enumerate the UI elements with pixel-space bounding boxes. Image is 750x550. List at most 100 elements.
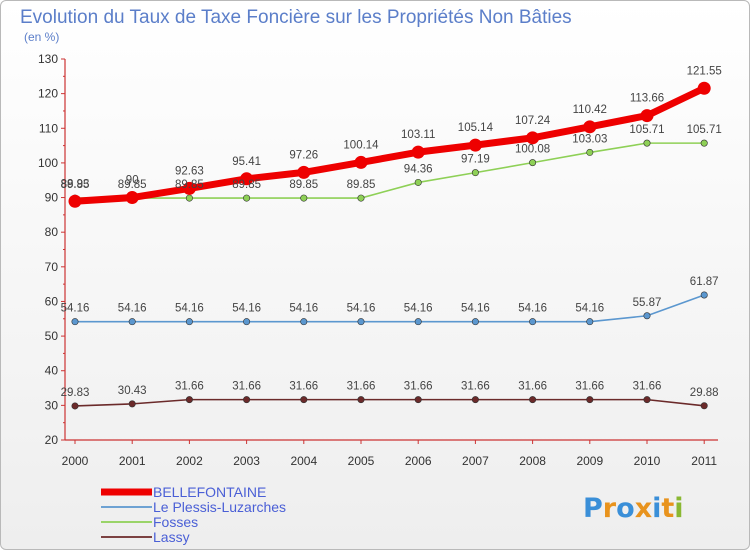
data-point: [300, 396, 308, 404]
y-tick-label: 120: [38, 87, 58, 101]
data-label: 100.08: [515, 144, 550, 156]
legend-label-fosses: Fosses: [153, 514, 198, 530]
series-line-lassy: [74, 398, 706, 407]
y-tick-label: 50: [45, 329, 59, 343]
data-point: [243, 318, 251, 326]
data-label: 54.16: [232, 303, 261, 315]
data-label: 113.66: [630, 93, 664, 105]
logo-text: Proxiti: [583, 493, 684, 524]
data-label: 31.66: [347, 381, 376, 393]
data-point: [185, 396, 193, 404]
data-point: [357, 396, 365, 404]
y-tick-label: 40: [45, 364, 59, 378]
data-point: [700, 402, 708, 410]
data-point: [643, 139, 651, 147]
data-point: [529, 318, 537, 326]
x-tick-label: 2006: [405, 454, 432, 468]
data-label: 89.85: [175, 179, 204, 191]
data-point: [471, 318, 479, 326]
data-labels: 88.93 90 92.63 95.41 97.26 100.14 103.11 105.14…: [61, 65, 722, 399]
data-point: [357, 318, 365, 326]
x-tick-label: 2011: [691, 454, 717, 468]
chart-ylabel: (en %): [24, 30, 59, 44]
data-label: 89.85: [232, 179, 261, 191]
data-label: 54.16: [175, 303, 204, 315]
data-point: [182, 181, 196, 195]
logo-letter: x: [635, 493, 652, 524]
data-label: 29.88: [690, 387, 719, 399]
data-label: 54.16: [575, 303, 604, 315]
logo-letter: r: [603, 493, 617, 524]
data-point: [529, 159, 537, 167]
y-tick-label: 100: [38, 156, 58, 170]
data-point: [71, 318, 79, 326]
data-label: 88.93: [61, 178, 90, 190]
data-point: [643, 312, 651, 320]
data-label: 54.16: [404, 303, 433, 315]
data-label: 61.87: [690, 276, 719, 288]
series-line-bellefontaine: [71, 84, 708, 205]
data-point: [697, 81, 711, 95]
data-point: [68, 194, 82, 208]
series-le-plessis-luzarches: [71, 291, 708, 326]
data-label: 31.66: [232, 381, 261, 393]
data-label: 31.66: [175, 381, 204, 393]
data-label: 31.66: [518, 381, 547, 393]
data-point: [643, 396, 651, 404]
legend-label-le-plessis-luzarches: Le Plessis-Luzarches: [153, 499, 286, 515]
data-label: 95.41: [232, 156, 261, 168]
data-point: [128, 318, 136, 326]
data-label: 97.26: [289, 149, 318, 161]
logo-letter: t: [661, 493, 674, 524]
data-label: 97.19: [461, 154, 490, 166]
data-label: 94.36: [404, 163, 433, 175]
x-tick-label: 2005: [348, 454, 375, 468]
legend-label-lassy: Lassy: [153, 529, 190, 545]
data-label: 110.42: [573, 104, 607, 116]
data-point: [700, 291, 708, 299]
y-tick-label: 130: [38, 52, 58, 66]
data-label: 54.16: [518, 303, 547, 315]
data-point: [297, 165, 311, 179]
data-label: 54.16: [118, 303, 147, 315]
x-tick-label: 2008: [519, 454, 546, 468]
x-tick-label: 2002: [176, 454, 203, 468]
data-label: 100.14: [343, 139, 379, 151]
data-point: [185, 318, 193, 326]
x-tick-label: 2001: [119, 454, 146, 468]
data-label: 54.16: [347, 303, 376, 315]
data-label: 31.66: [404, 381, 433, 393]
data-label: 105.71: [629, 124, 664, 136]
data-label: 54.16: [289, 303, 318, 315]
data-point: [243, 194, 251, 202]
data-label: 31.66: [289, 381, 318, 393]
data-point: [354, 155, 368, 169]
axes: 20 30 40 50 60 70 80 90 100 110 120 130 2000 2001 2002…: [38, 52, 718, 468]
data-point: [414, 178, 422, 186]
data-label: 89.85: [289, 179, 318, 191]
x-tick-label: 2000: [62, 454, 89, 468]
series-layer: [68, 81, 711, 410]
data-point: [300, 194, 308, 202]
logo-letter: o: [616, 493, 635, 524]
y-tick-label: 70: [45, 260, 59, 274]
data-point: [700, 139, 708, 147]
data-point: [185, 194, 193, 202]
y-tick-label: 90: [45, 191, 59, 205]
series-line-le-plessis-luzarches: [74, 294, 706, 323]
y-tick-label: 80: [45, 225, 59, 239]
chart-title: Evolution du Taux de Taxe Foncière sur l…: [20, 7, 572, 28]
y-tick-label: 110: [39, 121, 58, 135]
logo-letter: i: [674, 493, 683, 524]
data-label: 31.66: [575, 381, 604, 393]
data-point: [71, 402, 79, 410]
data-point: [586, 148, 594, 156]
data-label: 54.16: [61, 303, 90, 315]
y-tick-label: 60: [45, 294, 59, 308]
legend-label-bellefontaine: BELLEFONTAINE: [153, 484, 266, 500]
series-line-fosses: [74, 142, 706, 199]
data-label: 121.55: [687, 65, 722, 77]
series-bellefontaine: [68, 81, 711, 208]
